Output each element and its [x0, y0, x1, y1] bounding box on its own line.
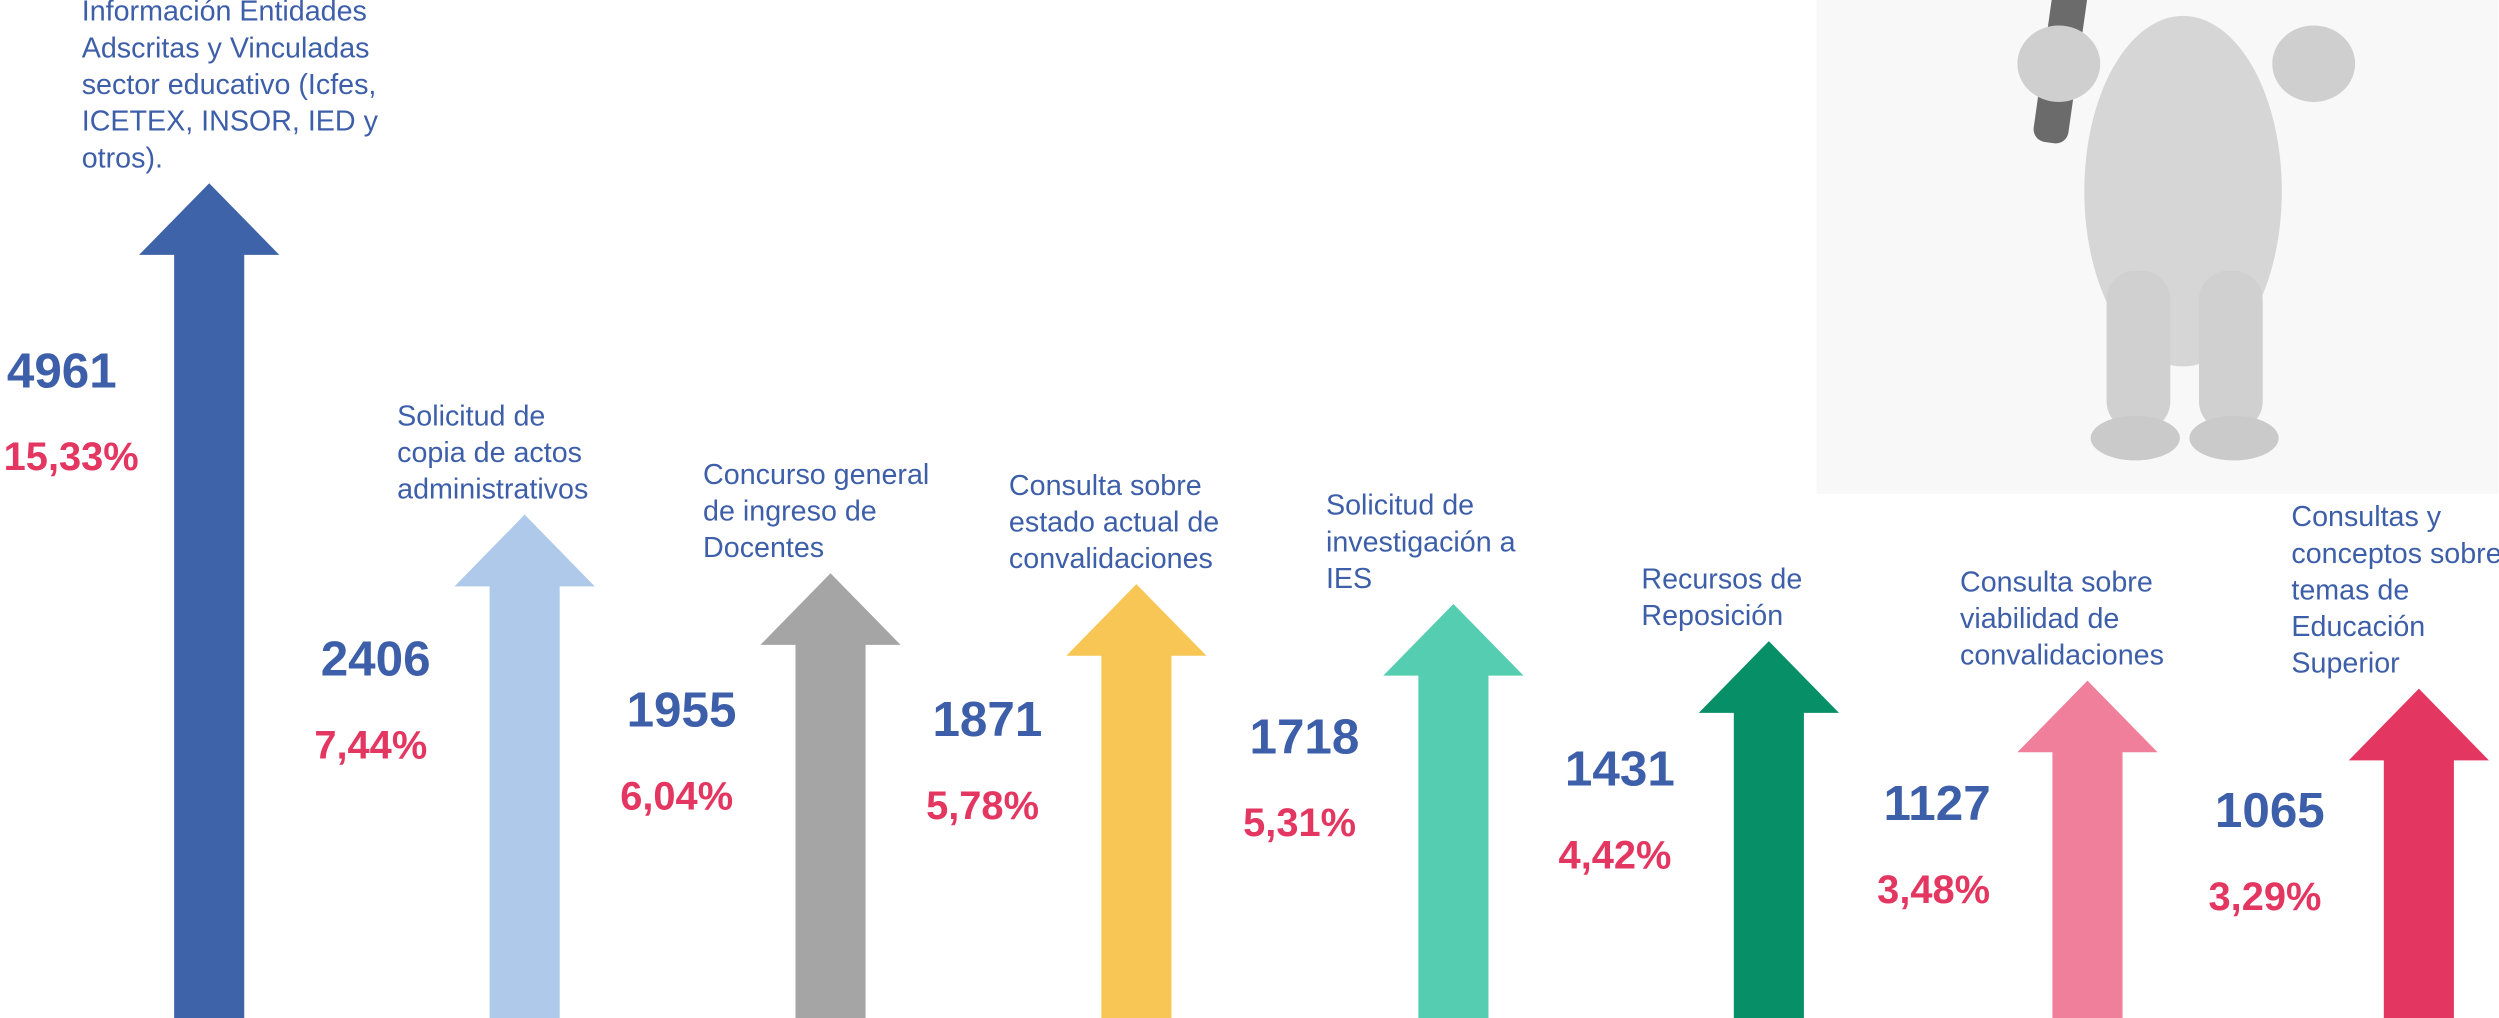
category-label: Consulta sobre [1009, 470, 1202, 502]
category-label: IES [1326, 563, 1372, 595]
category-label: Solicitud de [1326, 490, 1474, 522]
category-label: Consulta sobre [1960, 566, 2153, 598]
category-label: de ingreso de [703, 496, 877, 528]
value-label: 1127 [1884, 776, 1991, 831]
share-label: 5,31% [1243, 801, 1356, 845]
category-label: Solicitud de [397, 400, 545, 432]
category-label: ICETEX, INSOR, IED y [82, 106, 379, 138]
value-label: 1431 [1565, 742, 1675, 797]
category-label: Educación [2291, 611, 2425, 643]
category-label: Concurso general [703, 459, 929, 491]
arrow [2017, 681, 2157, 1018]
share-label: 4,42% [1559, 834, 1672, 878]
category-label: convalidaciones [1009, 543, 1213, 575]
figure-illustration [1817, 0, 2499, 494]
arrow [1383, 604, 1523, 1018]
arrow [455, 515, 595, 1018]
value-label: 4961 [7, 343, 117, 398]
category-label: administrativos [397, 474, 588, 506]
arrow [1066, 584, 1206, 1018]
category-label: Adscritas y Vinculadas [82, 32, 370, 64]
arrow [2349, 689, 2489, 1018]
category-label: conceptos sobre [2291, 538, 2499, 570]
category-label: temas de [2291, 574, 2409, 606]
share-label: 3,29% [2209, 875, 2322, 919]
category-label: sector educativo (Icfes, [82, 69, 377, 101]
share-label: 6,04% [620, 774, 733, 818]
share-label: 7,44% [314, 724, 427, 768]
category-label: estado actual de [1009, 507, 1219, 539]
category-label: investigación a [1326, 526, 1516, 558]
value-label: 1871 [932, 692, 1042, 747]
value-label: 2406 [321, 632, 431, 687]
chart: Información Entidades Adscritas y Vincula… [0, 0, 2499, 1018]
arrow [760, 573, 900, 1018]
category-label: Información Entidades [82, 0, 367, 28]
share-label: 5,78% [926, 784, 1039, 828]
share-label: 3,48% [1877, 868, 1990, 912]
category-label: copia de actos [397, 437, 582, 469]
category-label: convalidaciones [1960, 640, 2164, 672]
category-label: otros). [82, 142, 163, 174]
page: Información Entidades Adscritas y Vincula… [0, 0, 2499, 1018]
category-label: Recursos de [1641, 564, 1802, 596]
category-label: Consultas y [2291, 501, 2441, 533]
category-label: viabilidad de [1960, 603, 2119, 635]
category-label: Reposición [1641, 600, 1783, 632]
share-label: 15,33% [4, 435, 139, 479]
arrow [1699, 641, 1839, 1018]
arrow [139, 183, 279, 1018]
value-label: 1718 [1250, 709, 1360, 764]
category-label: Docentes [703, 532, 824, 564]
value-label: 1955 [627, 683, 737, 738]
value-label: 1065 [2215, 783, 2325, 838]
category-label: Superior [2291, 648, 2400, 680]
